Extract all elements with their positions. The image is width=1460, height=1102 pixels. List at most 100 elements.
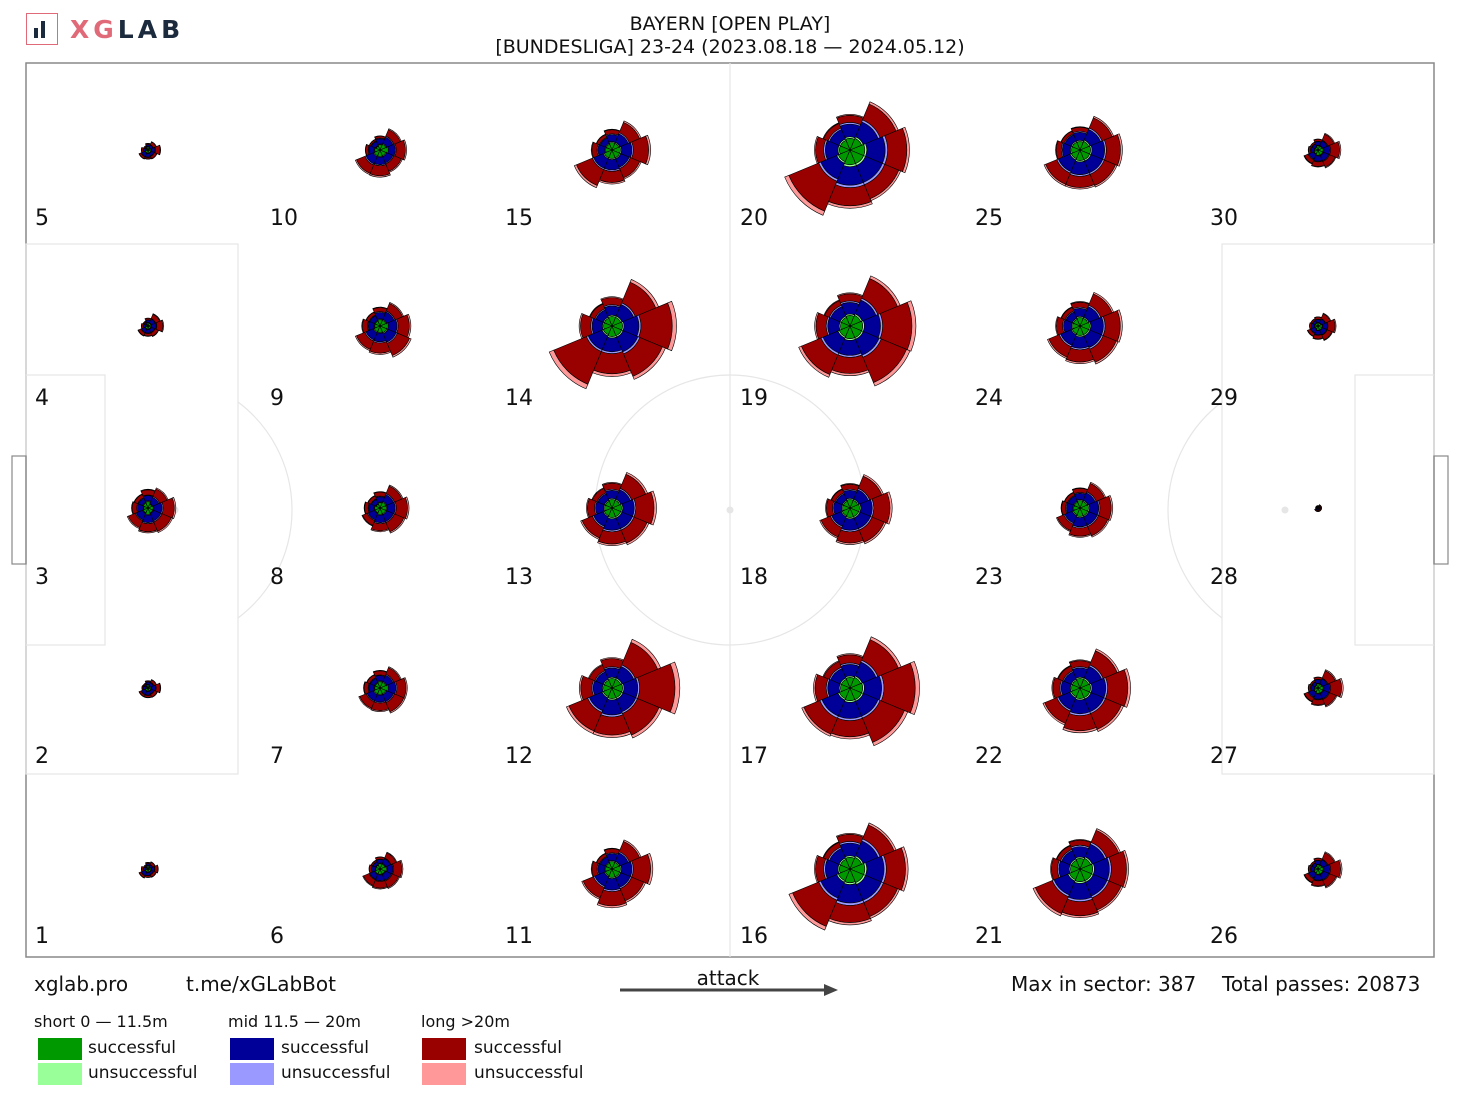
rose-9-dir0-long-fail bbox=[406, 313, 412, 339]
rose-20-dir6-long-fail bbox=[827, 201, 873, 209]
zone-label-14: 14 bbox=[505, 386, 533, 411]
rose-30-dir7-long-fail bbox=[1324, 156, 1337, 169]
rose-1-dir5-long-fail bbox=[138, 872, 145, 879]
rose-11-dir1-long-fail bbox=[623, 839, 642, 858]
rose-25-dir6-long-success bbox=[1065, 173, 1095, 188]
zone-label-20: 20 bbox=[740, 206, 768, 231]
zone-label-8: 8 bbox=[270, 565, 284, 590]
rose-11-dir2-long-fail bbox=[603, 847, 621, 851]
rose-29-dir7-long-fail bbox=[1323, 331, 1333, 341]
rose-7-dir0-long-fail bbox=[403, 677, 408, 699]
rose-4-dir2-long-fail bbox=[144, 317, 152, 320]
rose-14-dir5-long-fail bbox=[548, 349, 589, 390]
rose-22-dir4-long-success bbox=[1052, 677, 1062, 699]
logo-text-lab: LAB bbox=[117, 14, 185, 44]
zone-label-23: 23 bbox=[975, 565, 1003, 590]
rose-1-dir0-long-fail bbox=[156, 864, 159, 874]
zone-label-22: 22 bbox=[975, 744, 1003, 769]
rose-10-dir0-long-fail bbox=[402, 139, 407, 161]
rose-11-dir7-long-fail bbox=[624, 881, 646, 903]
rose-27-dir2-long-fail bbox=[1313, 676, 1323, 679]
rose-18-dir1-long-fail bbox=[862, 474, 884, 496]
rose-10-dir1-long-fail bbox=[388, 128, 402, 142]
rose-12-dir2-long-fail bbox=[599, 657, 625, 662]
zone-label-1: 1 bbox=[35, 924, 49, 949]
total-passes-label: Total passes: 20873 bbox=[1222, 972, 1421, 996]
rose-22-dir0-long-fail bbox=[1123, 668, 1131, 708]
legend-mid-success-swatch bbox=[230, 1038, 274, 1060]
rose-21-dir2-long-fail bbox=[1068, 839, 1092, 843]
rose-13-dir6-long-success bbox=[597, 529, 627, 545]
rose-14-dir1-long-fail bbox=[629, 279, 659, 309]
rose-13-dir4-long-success bbox=[587, 498, 597, 518]
zone-label-21: 21 bbox=[975, 924, 1003, 949]
rose-24-dir7-long-fail bbox=[1094, 340, 1119, 365]
rose-4-dir1-long-fail bbox=[152, 313, 161, 322]
attack-arrow-head bbox=[824, 984, 838, 996]
rose-15-dir1-long-fail bbox=[623, 120, 642, 139]
chart-title: BAYERN [OPEN PLAY] bbox=[629, 13, 831, 35]
rose-24-dir0-long-fail bbox=[1116, 309, 1123, 343]
rose-2-dir2-long-fail bbox=[144, 680, 152, 682]
rose-23-dir7-long-fail bbox=[1091, 519, 1110, 538]
rose-11-dir6-long-fail bbox=[596, 902, 628, 908]
zone-label-17: 17 bbox=[740, 744, 768, 769]
max-sector-label: Max in sector: 387 bbox=[1011, 972, 1197, 996]
rose-3-dir1-long-fail bbox=[155, 487, 169, 501]
rose-15-dir2-long-fail bbox=[603, 128, 621, 132]
legend-mid-header: mid 11.5 — 20m bbox=[228, 1012, 362, 1031]
rose-26-dir7-long-fail bbox=[1325, 876, 1338, 889]
rose-15-dir6-long-fail bbox=[598, 179, 626, 185]
rose-1-dir7-long-fail bbox=[150, 871, 157, 878]
zone-label-24: 24 bbox=[975, 386, 1003, 411]
rose-16-dir6-long-fail bbox=[828, 918, 872, 926]
rose-17-dir2-long-fail bbox=[836, 653, 864, 658]
rose-5-dir0-long-fail bbox=[158, 144, 161, 156]
rose-26-dir1-long-fail bbox=[1324, 851, 1336, 863]
rose-11-dir0-long-fail bbox=[647, 852, 654, 886]
rose-21-dir6-long-success bbox=[1061, 898, 1099, 916]
rose-23-dir2-long-fail bbox=[1071, 487, 1089, 491]
rose-8-dir2-long-fail bbox=[373, 491, 387, 494]
rose-19-dir6-long-success bbox=[831, 354, 869, 374]
rose-26-dir2-long-fail bbox=[1313, 857, 1323, 860]
site-link[interactable]: xglab.pro bbox=[34, 972, 129, 996]
rose-21-dir0-long-success bbox=[1108, 850, 1127, 888]
rose-6-dir0-long-fail bbox=[399, 859, 404, 879]
zone-label-4: 4 bbox=[35, 386, 49, 411]
zone-label-5: 5 bbox=[35, 206, 49, 231]
right-six-yard-box bbox=[1354, 374, 1435, 646]
rose-20-dir6-long-success bbox=[828, 184, 872, 207]
rose-24-dir6-long-success bbox=[1065, 347, 1095, 363]
bot-link[interactable]: t.me/xGLabBot bbox=[186, 972, 336, 996]
legend-long-fail-swatch bbox=[422, 1063, 466, 1085]
rose-4-dir7-long-fail bbox=[151, 329, 160, 338]
rose-10-dir7-long-fail bbox=[388, 158, 403, 173]
rose-2-dir0-long-fail bbox=[158, 682, 162, 694]
rose-20-dir7-long-fail bbox=[869, 169, 902, 202]
zone-label-25: 25 bbox=[975, 206, 1003, 231]
zone-label-7: 7 bbox=[270, 744, 284, 769]
center-spot bbox=[726, 506, 734, 514]
rose-10-dir2-long-fail bbox=[374, 135, 386, 138]
rose-28-dir1-long-fail bbox=[1318, 504, 1322, 508]
rose-27-dir1-long-fail bbox=[1324, 669, 1337, 682]
rose-18-dir7-long-fail bbox=[863, 521, 887, 545]
rose-30-dir0-long-fail bbox=[1337, 140, 1342, 160]
left-goal bbox=[11, 455, 27, 565]
rose-30-dir1-long-fail bbox=[1324, 132, 1336, 144]
rose-2-dir1-long-fail bbox=[150, 679, 157, 686]
rose-16-dir7-long-fail bbox=[869, 888, 900, 919]
rose-16-dir5-long-fail bbox=[788, 892, 827, 931]
rose-9-dir1-long-fail bbox=[388, 302, 404, 318]
rose-22-dir2-long-fail bbox=[1068, 659, 1092, 664]
rose-14-dir2-long-fail bbox=[600, 296, 624, 301]
rose-19-dir2-long-fail bbox=[836, 292, 864, 297]
zone-label-19: 19 bbox=[740, 386, 768, 411]
rose-19-dir1-long-fail bbox=[869, 275, 901, 307]
legend-short-fail-swatch bbox=[38, 1063, 82, 1085]
rose-12-dir0-long-fail bbox=[669, 661, 681, 715]
rose-22-dir1-long-fail bbox=[1095, 648, 1120, 673]
rose-27-dir0-long-fail bbox=[1339, 677, 1344, 699]
